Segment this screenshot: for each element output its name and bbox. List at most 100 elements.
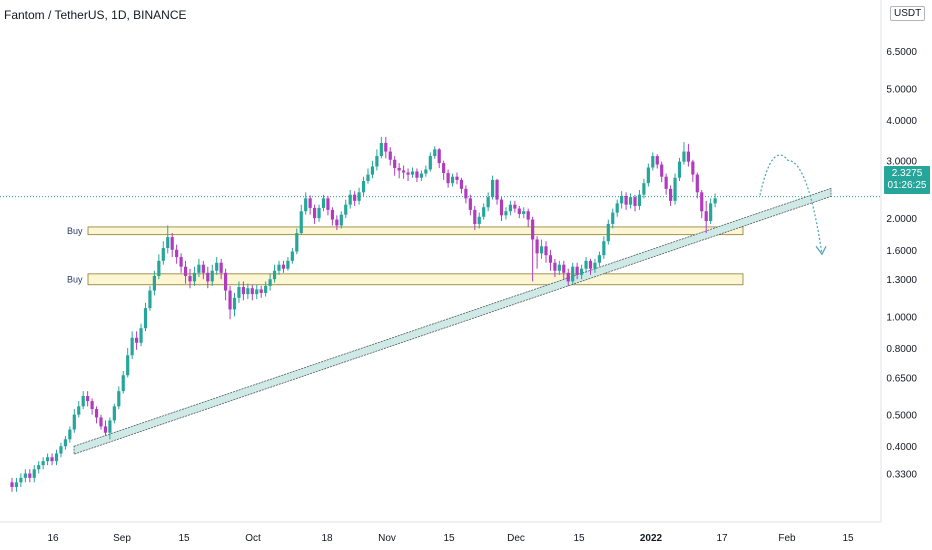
candle-body bbox=[606, 223, 610, 242]
candle-body bbox=[237, 287, 241, 298]
candle-countdown: 01:26:25 bbox=[887, 180, 927, 191]
candle-body bbox=[72, 414, 76, 430]
candle-body bbox=[63, 439, 67, 447]
time-tick-label: 17 bbox=[716, 533, 728, 544]
candle-body bbox=[281, 264, 286, 269]
candle-body bbox=[357, 192, 361, 201]
candle-body bbox=[215, 262, 219, 271]
price-tick-label: 0.5000 bbox=[886, 411, 917, 422]
candle-body bbox=[32, 469, 36, 478]
time-tick-label: 15 bbox=[573, 533, 585, 544]
candle-body bbox=[210, 270, 214, 282]
candle-body bbox=[557, 264, 561, 271]
candle-body bbox=[384, 142, 388, 152]
candles-layer bbox=[10, 136, 717, 492]
candle-body bbox=[393, 159, 397, 168]
candle-body bbox=[682, 151, 686, 162]
candle-body bbox=[143, 308, 148, 329]
candle-body bbox=[86, 396, 90, 402]
candle-body bbox=[23, 473, 27, 478]
candle-body bbox=[580, 268, 584, 275]
candle-body bbox=[620, 195, 624, 204]
candle-body bbox=[464, 188, 468, 199]
candle-body bbox=[686, 151, 690, 162]
candle-body bbox=[397, 167, 401, 171]
candle-body bbox=[562, 264, 566, 273]
candle-body bbox=[286, 260, 290, 269]
buy-zone[interactable] bbox=[87, 273, 744, 286]
time-tick-label: Nov bbox=[378, 533, 396, 544]
candle-body bbox=[539, 246, 544, 254]
candle-body bbox=[277, 264, 281, 271]
last-price-tag: 2.3275 01:26:25 bbox=[884, 166, 930, 194]
time-tick-label: 15 bbox=[178, 533, 190, 544]
zones-layer: Buy Buy bbox=[0, 196, 881, 286]
candle-body bbox=[108, 420, 112, 433]
candle-body bbox=[41, 461, 45, 466]
candle-body bbox=[90, 401, 94, 410]
candle-body bbox=[375, 156, 379, 167]
candle-body bbox=[526, 211, 530, 220]
candle-body bbox=[290, 251, 294, 261]
candle-body bbox=[224, 272, 228, 291]
time-tick-label: 18 bbox=[321, 533, 333, 544]
candle-body bbox=[250, 288, 254, 295]
buy-zone[interactable] bbox=[87, 226, 744, 236]
time-tick-label: 2022 bbox=[640, 533, 663, 544]
last-price-value: 2.3275 bbox=[891, 168, 923, 179]
candle-body bbox=[677, 161, 682, 178]
candle-body bbox=[135, 337, 139, 343]
candle-body bbox=[317, 207, 321, 219]
candle-body bbox=[508, 204, 512, 212]
candle-body bbox=[566, 272, 570, 282]
candle-body bbox=[691, 161, 695, 175]
candle-body bbox=[272, 270, 277, 280]
currency-badge[interactable]: USDT bbox=[890, 6, 926, 21]
candle-body bbox=[54, 453, 59, 462]
price-tick-label: 0.4000 bbox=[886, 442, 917, 453]
buy-zone-label: Buy bbox=[67, 274, 83, 284]
candle-body bbox=[206, 272, 210, 282]
candle-body bbox=[330, 209, 334, 220]
candle-body bbox=[575, 266, 579, 275]
candle-body bbox=[379, 142, 383, 157]
price-tick-label: 6.5000 bbox=[886, 47, 917, 58]
candle-body bbox=[308, 198, 312, 208]
candle-body bbox=[192, 272, 197, 282]
candle-body bbox=[588, 260, 593, 269]
projection-path[interactable] bbox=[759, 154, 823, 255]
price-tick-label: 1.6000 bbox=[886, 246, 917, 257]
candle-body bbox=[602, 241, 606, 256]
candle-body bbox=[646, 167, 650, 184]
candle-body bbox=[121, 375, 125, 392]
candle-body bbox=[103, 426, 108, 433]
candle-body bbox=[655, 156, 659, 165]
candle-body bbox=[709, 203, 713, 222]
candle-body bbox=[68, 429, 72, 440]
candle-body bbox=[486, 197, 490, 208]
candle-body bbox=[388, 151, 392, 160]
chart-title: Fantom / TetherUS, 1D, BINANCE bbox=[4, 8, 187, 22]
candle-body bbox=[179, 257, 183, 267]
candle-body bbox=[700, 192, 704, 212]
trendline-channel[interactable] bbox=[73, 187, 832, 455]
candle-body bbox=[370, 166, 375, 175]
candle-body bbox=[415, 171, 419, 178]
price-tick-label: 5.0000 bbox=[886, 84, 917, 95]
candle-body bbox=[597, 255, 601, 263]
candle-body bbox=[713, 198, 717, 204]
candle-body bbox=[94, 409, 99, 418]
candle-body bbox=[669, 188, 673, 201]
price-tick-label: 4.0000 bbox=[886, 116, 917, 127]
candle-body bbox=[46, 457, 50, 462]
candle-body bbox=[188, 275, 192, 282]
time-axis[interactable]: 16 Sep 15 Oct 18 Nov 15 Dec 15 2022 17 Feb 15 bbox=[47, 533, 854, 544]
price-tick-label: 0.6500 bbox=[886, 373, 917, 384]
time-tick-label: Sep bbox=[113, 533, 131, 544]
price-axis[interactable]: 0.3300 0.4000 0.5000 0.6500 0.8000 1.0000 1.30… bbox=[886, 47, 917, 480]
candle-body bbox=[268, 279, 272, 286]
candle-body bbox=[482, 207, 486, 217]
price-tick-label: 1.0000 bbox=[886, 312, 917, 323]
candle-body bbox=[593, 262, 597, 269]
